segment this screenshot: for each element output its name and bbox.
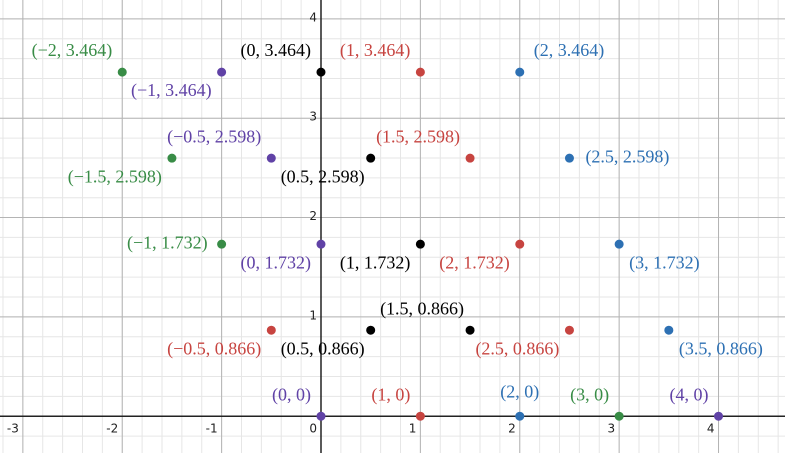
point-label: (−1, 1.732) bbox=[127, 232, 208, 253]
point-label: (4, 0) bbox=[670, 384, 709, 405]
point-label: (1, 0) bbox=[371, 384, 410, 405]
point-label: (2, 1.732) bbox=[439, 252, 510, 273]
point bbox=[415, 239, 425, 249]
point-label: (3, 0) bbox=[570, 384, 609, 405]
point bbox=[366, 325, 376, 335]
point bbox=[465, 153, 475, 163]
point-label: (1.5, 0.866) bbox=[380, 298, 464, 319]
x-tick-label: 1 bbox=[409, 422, 417, 436]
x-tick-label: -3 bbox=[7, 422, 19, 436]
point bbox=[316, 239, 326, 249]
point-label: (0.5, 2.598) bbox=[281, 166, 365, 187]
point-label: (2, 3.464) bbox=[534, 40, 605, 61]
point-label: (−1.5, 2.598) bbox=[68, 166, 162, 187]
point bbox=[564, 325, 574, 335]
point bbox=[316, 411, 326, 421]
point-label: (1, 3.464) bbox=[340, 40, 411, 61]
point bbox=[266, 325, 276, 335]
point-label: (−0.5, 2.598) bbox=[167, 126, 261, 147]
point-label: (−0.5, 0.866) bbox=[167, 338, 261, 359]
point bbox=[515, 67, 525, 77]
y-tick-label: 1 bbox=[309, 308, 317, 322]
point-label: (1, 1.732) bbox=[340, 252, 411, 273]
point bbox=[117, 67, 127, 77]
point bbox=[415, 67, 425, 77]
x-tick-label: 3 bbox=[607, 422, 615, 436]
point bbox=[316, 67, 326, 77]
point bbox=[266, 153, 276, 163]
point bbox=[217, 239, 227, 249]
point bbox=[415, 411, 425, 421]
point bbox=[515, 239, 525, 249]
point-label: (2, 0) bbox=[500, 381, 539, 402]
x-tick-label: 4 bbox=[707, 422, 715, 436]
point bbox=[714, 411, 724, 421]
y-tick-label: 4 bbox=[309, 10, 317, 24]
point bbox=[515, 411, 525, 421]
point-label: (0, 1.732) bbox=[240, 252, 311, 273]
x-tick-label: 0 bbox=[309, 422, 317, 436]
point-label: (0, 0) bbox=[272, 384, 311, 405]
x-tick-label: 2 bbox=[508, 422, 516, 436]
y-tick-label: 2 bbox=[309, 209, 317, 223]
point-label: (−1, 3.464) bbox=[131, 80, 212, 101]
point-label: (3, 1.732) bbox=[629, 252, 700, 273]
point bbox=[465, 325, 475, 335]
point-label: (−2, 3.464) bbox=[32, 40, 113, 61]
point bbox=[167, 153, 177, 163]
point-label: (0, 3.464) bbox=[240, 40, 311, 61]
point bbox=[217, 67, 227, 77]
point-label: (0.5, 0.866) bbox=[281, 338, 365, 359]
point-label: (1.5, 2.598) bbox=[376, 126, 460, 147]
point bbox=[366, 153, 376, 163]
x-tick-label: -2 bbox=[106, 422, 118, 436]
point bbox=[564, 153, 574, 163]
point-label: (2.5, 0.866) bbox=[475, 338, 559, 359]
x-tick-label: -1 bbox=[206, 422, 218, 436]
y-tick-label: 3 bbox=[309, 110, 317, 124]
point-label: (2.5, 2.598) bbox=[585, 146, 669, 167]
point bbox=[614, 411, 624, 421]
point bbox=[614, 239, 624, 249]
point-label: (3.5, 0.866) bbox=[679, 338, 763, 359]
point bbox=[664, 325, 674, 335]
